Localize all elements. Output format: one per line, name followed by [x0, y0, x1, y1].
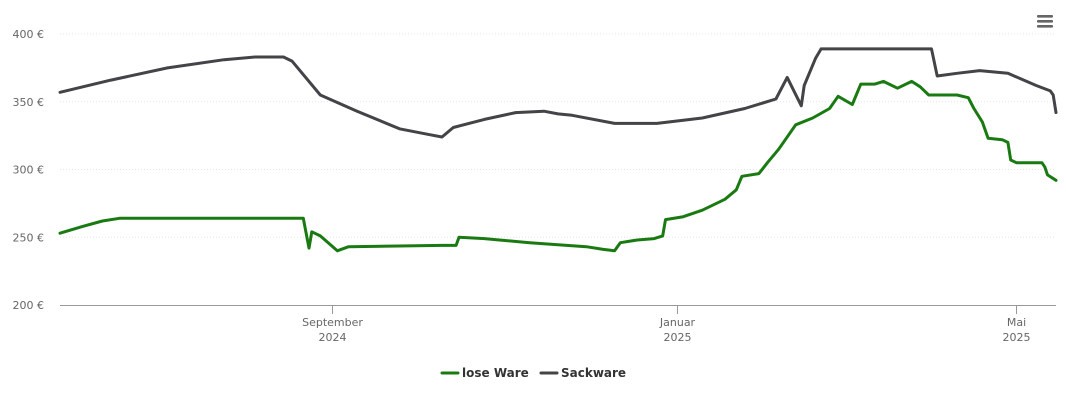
x-tick-label-year: 2025 — [664, 331, 692, 344]
legend-item-sackware[interactable]: Sackware — [539, 366, 626, 380]
series-line-sackware[interactable] — [58, 47, 1058, 139]
y-tick-label: 350 € — [13, 96, 45, 109]
x-tick-label: Januar — [659, 316, 696, 329]
chart-menu-button[interactable] — [1032, 10, 1058, 32]
y-tick-label: 400 € — [13, 28, 45, 41]
grid-layer — [60, 33, 1056, 238]
legend: lose Ware Sackware — [440, 366, 626, 380]
legend-label-sackware: Sackware — [561, 366, 626, 380]
y-axis: 200 € 250 € 300 € 350 € 400 € — [13, 28, 45, 312]
x-tick-label: Mai — [1007, 316, 1026, 329]
series-layer — [58, 47, 1058, 253]
y-tick-label: 300 € — [13, 164, 45, 177]
hamburger-menu-icon — [1037, 15, 1053, 28]
y-tick-label: 200 € — [13, 299, 45, 312]
legend-item-lose-ware[interactable]: lose Ware — [440, 366, 529, 380]
legend-label-lose-ware: lose Ware — [462, 366, 529, 380]
y-tick-label: 250 € — [13, 231, 45, 244]
x-tick-label-year: 2025 — [1003, 331, 1031, 344]
series-line-lose-ware[interactable] — [58, 79, 1058, 253]
x-axis: September 2024 Januar 2025 Mai 2025 — [60, 305, 1056, 344]
x-tick-label: September — [302, 316, 363, 329]
x-tick-label-year: 2024 — [319, 331, 347, 344]
